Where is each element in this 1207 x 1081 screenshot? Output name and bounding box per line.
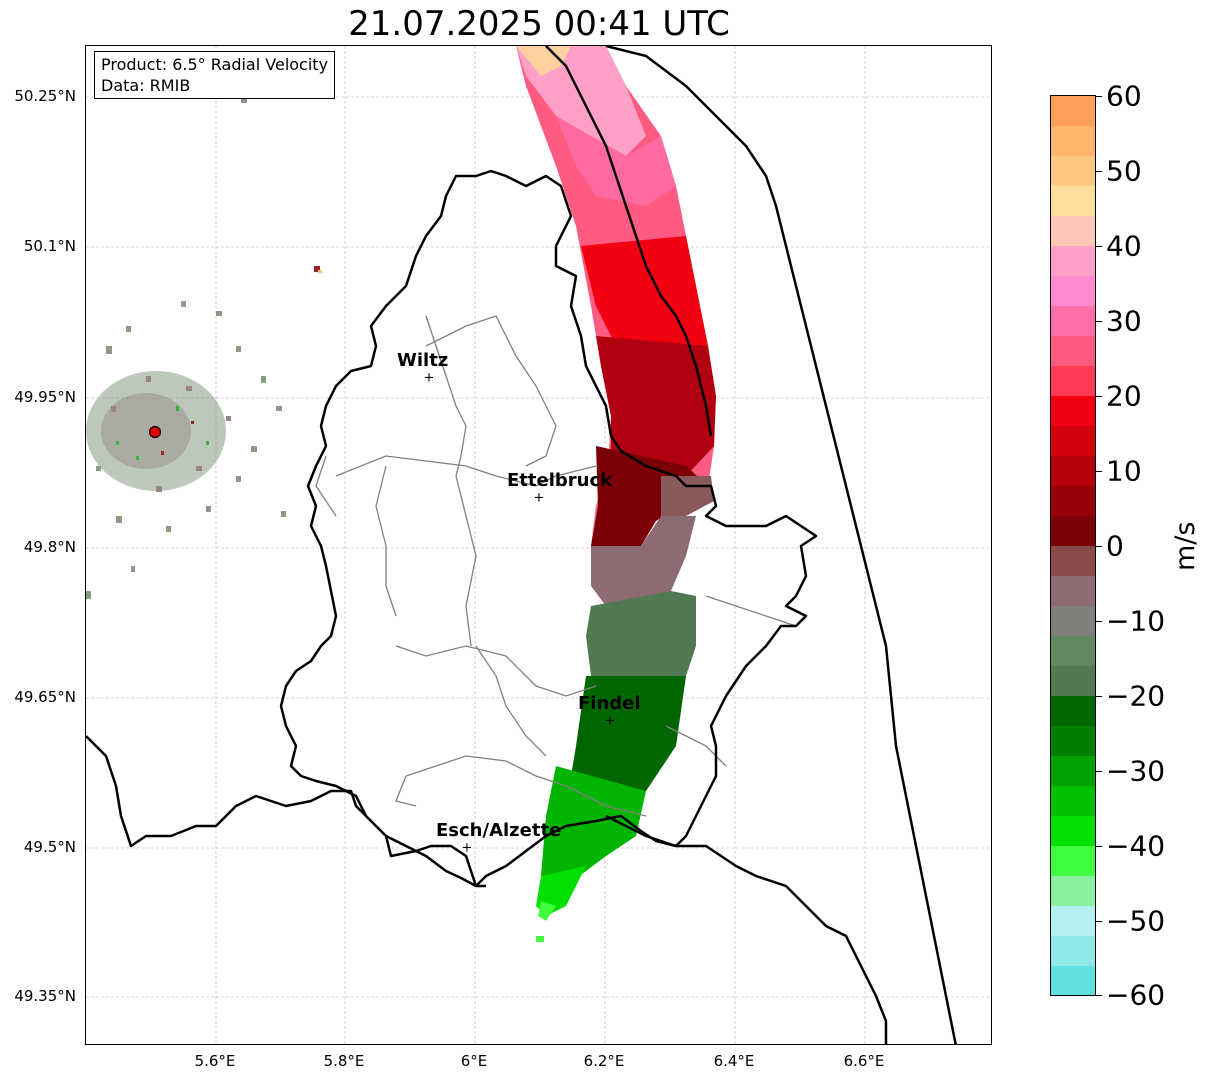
city-label-wiltz: Wiltz xyxy=(397,350,449,371)
city-marker-esch-alzette: + xyxy=(461,840,473,856)
colorbar-tick-20: 20 xyxy=(1106,379,1142,413)
map-canvas xyxy=(86,46,991,1044)
gridlines xyxy=(86,46,991,1044)
national-borders xyxy=(86,46,957,1044)
colorbar-tick-m60: −60 xyxy=(1106,978,1166,1012)
lat-label-50-1: 50.1°N xyxy=(23,237,76,255)
colorbar-tick-50: 50 xyxy=(1106,154,1142,188)
city-marker-findel: + xyxy=(604,713,616,729)
commune-borders xyxy=(315,315,797,817)
colorbar-tick-30: 30 xyxy=(1106,304,1142,338)
product-label: Product: 6.5° Radial Velocity xyxy=(101,55,329,74)
colorbar-tick-m50: −50 xyxy=(1106,904,1166,938)
city-marker-wiltz: + xyxy=(423,370,435,386)
lon-label-6-6: 6.6°E xyxy=(843,1052,885,1070)
lat-label-49-65: 49.65°N xyxy=(14,688,76,706)
velocity-band xyxy=(516,46,716,942)
colorbar-tick-40: 40 xyxy=(1106,229,1142,263)
city-label-findel: Findel xyxy=(578,693,641,714)
radar-map[interactable] xyxy=(85,45,992,1045)
lon-label-5-8: 5.8°E xyxy=(323,1052,365,1070)
data-source-label: Data: RMIB xyxy=(101,76,191,95)
colorbar-tick-m20: −20 xyxy=(1106,679,1166,713)
product-info-box: Product: 6.5° Radial Velocity Data: RMIB xyxy=(94,51,336,99)
colorbar-unit-label: m/s xyxy=(1170,521,1201,571)
colorbar-tick-m30: −30 xyxy=(1106,754,1166,788)
radar-station-marker xyxy=(148,425,162,439)
city-label-ettelbruck: Ettelbruck xyxy=(507,470,613,491)
lon-label-5-6: 5.6°E xyxy=(194,1052,236,1070)
colorbar-tick-0: 0 xyxy=(1106,529,1124,563)
colorbar-tick-m40: −40 xyxy=(1106,829,1166,863)
lon-label-6-2: 6.2°E xyxy=(583,1052,625,1070)
city-label-esch-alzette: Esch/Alzette xyxy=(436,820,562,841)
lat-label-49-5: 49.5°N xyxy=(23,838,76,856)
lat-label-49-95: 49.95°N xyxy=(14,388,76,406)
map-title: 21.07.2025 00:41 UTC xyxy=(348,4,730,44)
lat-label-49-35: 49.35°N xyxy=(14,987,76,1005)
colorbar-tick-10: 10 xyxy=(1106,454,1142,488)
radar-clutter xyxy=(86,93,322,599)
colorbar-tick-m10: −10 xyxy=(1106,604,1166,638)
city-marker-ettelbruck: + xyxy=(533,490,545,506)
lat-label-49-8: 49.8°N xyxy=(23,538,76,556)
lon-label-6: 6°E xyxy=(460,1052,488,1070)
colorbar-tick-60: 60 xyxy=(1106,79,1142,113)
velocity-colorbar xyxy=(1050,95,1096,996)
lon-label-6-4: 6.4°E xyxy=(713,1052,755,1070)
lat-label-50-25: 50.25°N xyxy=(14,87,76,105)
